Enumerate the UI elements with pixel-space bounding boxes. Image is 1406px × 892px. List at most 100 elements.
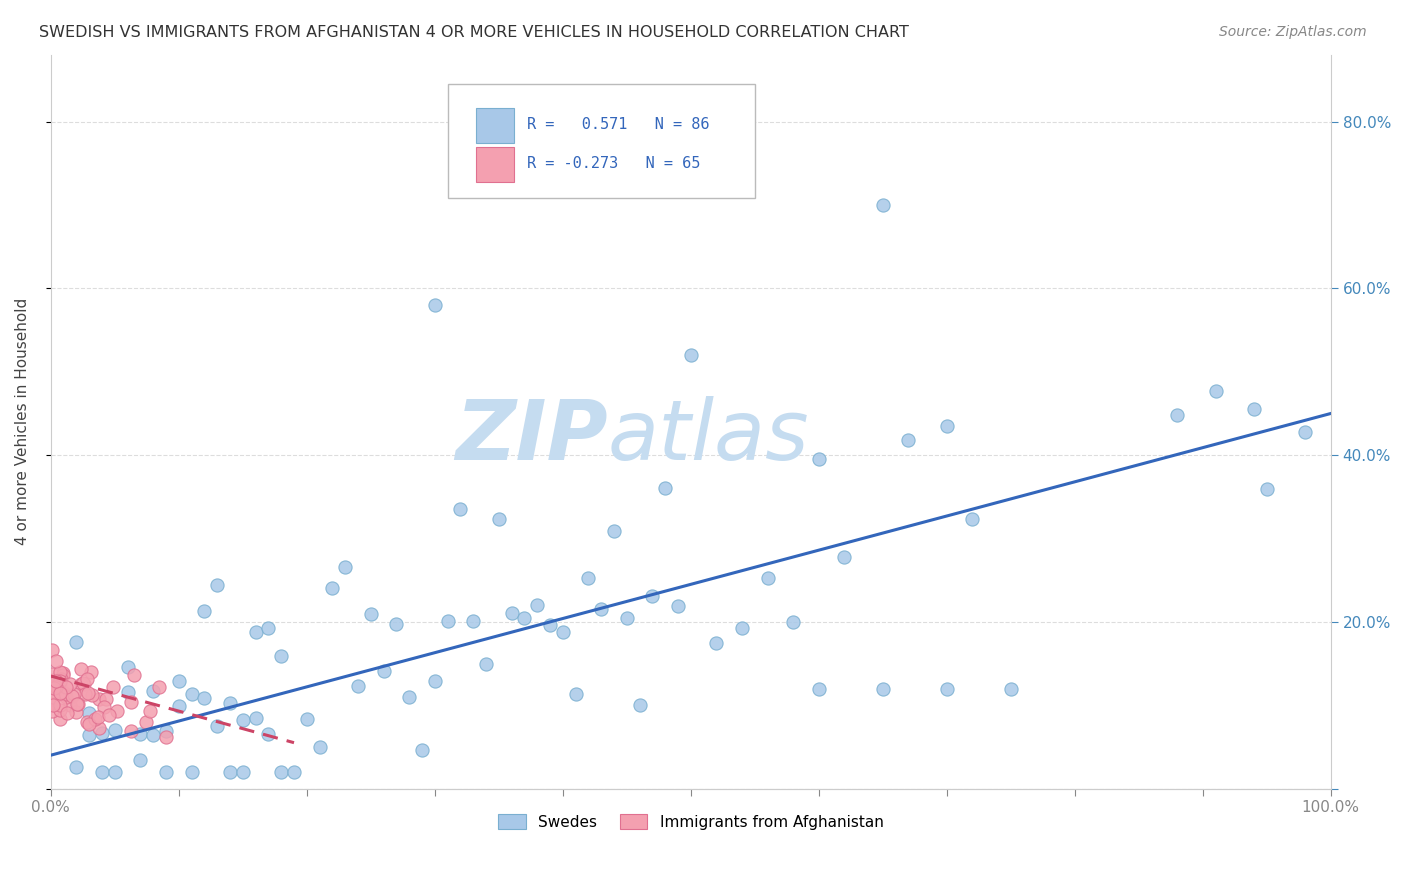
Point (411, 743, 433, 757)
Point (193, 603, 215, 617)
FancyBboxPatch shape (475, 147, 515, 182)
Point (48, 712, 70, 726)
Point (120, 695, 142, 709)
Point (155, 724, 177, 739)
Point (385, 616, 408, 631)
Point (117, 685, 139, 699)
FancyBboxPatch shape (475, 108, 515, 143)
Point (180, 687, 202, 701)
Point (270, 764, 292, 779)
Point (49, 679, 72, 693)
Point (897, 433, 920, 447)
Point (59, 698, 82, 713)
Point (321, 581, 343, 595)
Point (641, 589, 664, 603)
Point (283, 764, 305, 779)
Point (706, 636, 728, 650)
Point (48, 676, 70, 690)
Point (80, 665, 103, 680)
Text: SWEDISH VS IMMIGRANTS FROM AFGHANISTAN 4 OR MORE VEHICLES IN HOUSEHOLD CORRELATI: SWEDISH VS IMMIGRANTS FROM AFGHANISTAN 4… (39, 25, 910, 40)
Point (360, 607, 382, 622)
Point (77, 706, 100, 720)
Point (935, 418, 957, 433)
Point (41, 679, 63, 693)
Point (93, 700, 115, 714)
Point (1166, 409, 1188, 423)
Text: R = -0.273   N = 65: R = -0.273 N = 65 (527, 156, 700, 171)
Point (91, 764, 114, 779)
Point (398, 690, 420, 705)
Y-axis label: 4 or more Vehicles in Household: 4 or more Vehicles in Household (15, 298, 30, 545)
Point (120, 724, 142, 739)
Point (576, 571, 599, 585)
Point (53, 687, 76, 701)
Point (423, 674, 446, 689)
Point (205, 578, 228, 592)
Point (834, 549, 856, 564)
Point (41, 666, 63, 681)
Text: ZIP: ZIP (456, 396, 607, 477)
Point (193, 690, 215, 705)
Point (347, 679, 370, 693)
Point (51, 672, 73, 686)
Point (73, 676, 96, 690)
Point (87, 710, 110, 724)
Point (436, 614, 458, 628)
Point (53, 686, 76, 700)
Point (76, 714, 98, 729)
Point (308, 740, 330, 755)
Point (104, 723, 127, 738)
Point (42, 691, 65, 706)
Point (66, 697, 89, 711)
Point (335, 560, 357, 574)
Point (49, 702, 72, 716)
Point (872, 198, 894, 212)
Point (70, 676, 93, 690)
Point (679, 348, 702, 362)
Point (60, 690, 83, 704)
Point (49, 665, 72, 680)
Point (807, 452, 830, 467)
Point (80, 688, 103, 702)
Point (962, 512, 984, 526)
Point (42, 697, 65, 711)
Point (122, 667, 145, 681)
Point (807, 681, 830, 696)
Point (782, 615, 804, 630)
Point (96, 692, 118, 706)
Point (49, 674, 72, 689)
Point (270, 648, 292, 663)
Point (87, 721, 110, 735)
Point (148, 680, 170, 694)
Point (538, 617, 561, 632)
Point (42, 690, 65, 705)
Point (295, 712, 318, 726)
Point (41, 697, 63, 711)
Point (167, 674, 190, 689)
Text: atlas: atlas (607, 396, 810, 477)
Text: R =   0.571   N = 86: R = 0.571 N = 86 (527, 118, 710, 132)
Point (51, 687, 73, 701)
Point (526, 599, 548, 613)
Point (731, 621, 754, 635)
Point (1294, 425, 1316, 439)
Point (155, 764, 177, 779)
Point (41, 704, 63, 718)
Point (117, 660, 139, 674)
Point (65, 760, 87, 774)
Point (62, 687, 84, 701)
FancyBboxPatch shape (447, 85, 755, 198)
Point (72, 675, 94, 690)
Point (616, 611, 638, 625)
Point (513, 610, 536, 624)
Point (219, 696, 242, 710)
Point (77, 686, 100, 700)
Point (475, 657, 498, 672)
Point (48, 685, 70, 699)
Point (628, 698, 651, 712)
Point (129, 726, 152, 740)
Point (257, 726, 280, 740)
Text: Source: ZipAtlas.com: Source: ZipAtlas.com (1219, 25, 1367, 39)
Point (73, 687, 96, 701)
Point (105, 704, 128, 718)
